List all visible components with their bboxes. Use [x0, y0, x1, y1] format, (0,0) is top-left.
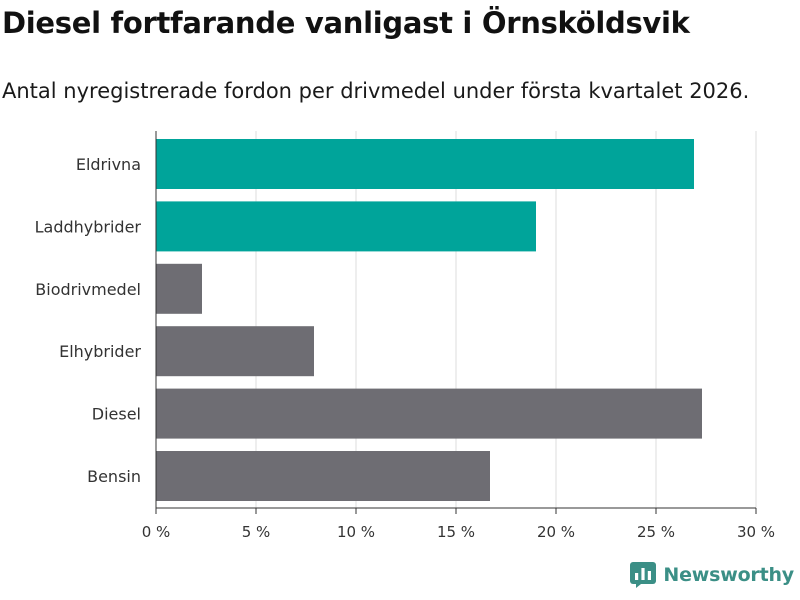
x-tick-label: 15 %: [437, 523, 475, 541]
category-label: Biodrivmedel: [35, 280, 141, 299]
category-label: Bensin: [87, 467, 141, 486]
bar-eldrivna: [156, 139, 694, 189]
category-label: Laddhybrider: [35, 217, 142, 236]
bar-bensin: [156, 451, 490, 501]
x-tick-label: 25 %: [637, 523, 675, 541]
x-tick-label: 10 %: [337, 523, 375, 541]
bar-biodrivmedel: [156, 263, 202, 314]
bar-diesel: [156, 388, 702, 439]
newsworthy-logo-icon: [630, 562, 657, 588]
category-label: Diesel: [92, 405, 141, 424]
x-tick-label: 20 %: [537, 523, 575, 541]
chart-subtitle: Antal nyregistrerade fordon per drivmede…: [2, 79, 750, 103]
chart-title: Diesel fortfarande vanligast i Örnskölds…: [2, 6, 690, 40]
bar-elhybrider: [156, 326, 314, 377]
category-label: Eldrivna: [76, 155, 141, 174]
x-tick-label: 0 %: [142, 523, 171, 541]
category-label: Elhybrider: [59, 342, 141, 361]
brand-name: Newsworthy: [663, 564, 794, 586]
x-tick-label: 30 %: [737, 523, 775, 541]
brand-logo: Newsworthy: [630, 562, 794, 588]
x-tick-label: 5 %: [242, 523, 271, 541]
bar-laddhybrider: [156, 201, 536, 252]
